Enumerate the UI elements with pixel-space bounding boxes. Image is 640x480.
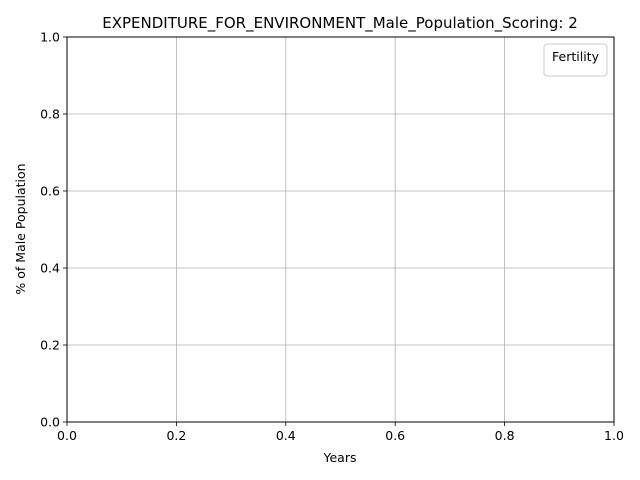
plot-area bbox=[66, 36, 615, 423]
x-axis: 0.0 0.2 0.4 0.6 0.8 1.0 bbox=[57, 422, 624, 443]
chart-title: EXPENDITURE_FOR_ENVIRONMENT_Male_Populat… bbox=[102, 14, 578, 33]
legend-box bbox=[543, 43, 608, 77]
legend: Fertility bbox=[543, 43, 608, 77]
y-tick-label: 0.4 bbox=[40, 261, 60, 276]
x-tick-label: 0.2 bbox=[166, 428, 186, 443]
y-tick-label: 0.2 bbox=[40, 338, 60, 353]
y-axis-label: % of Male Population bbox=[13, 163, 28, 294]
y-tick-label: 0.6 bbox=[40, 184, 60, 199]
x-tick-label: 1.0 bbox=[604, 428, 624, 443]
x-axis-label: Years bbox=[323, 450, 357, 465]
y-tick-label: 0.0 bbox=[40, 415, 60, 430]
y-axis: 0.0 0.2 0.4 0.6 0.8 1.0 bbox=[40, 30, 67, 430]
x-tick-label: 0.8 bbox=[495, 428, 515, 443]
y-tick-label: 0.8 bbox=[40, 107, 60, 122]
legend-title: Fertility bbox=[552, 49, 600, 64]
x-tick-label: 0.6 bbox=[385, 428, 405, 443]
y-tick-label: 1.0 bbox=[40, 30, 60, 45]
x-tick-label: 0.4 bbox=[276, 428, 296, 443]
x-tick-label: 0.0 bbox=[57, 428, 77, 443]
grid bbox=[66, 36, 615, 423]
